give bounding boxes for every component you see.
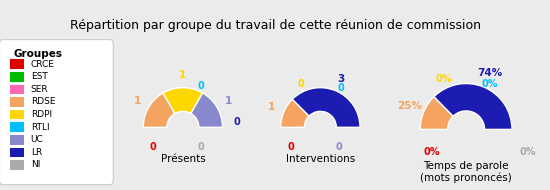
Text: 0%: 0% — [423, 147, 439, 157]
Wedge shape — [293, 88, 360, 127]
Text: NI: NI — [31, 160, 40, 169]
FancyBboxPatch shape — [10, 147, 24, 157]
FancyBboxPatch shape — [10, 110, 24, 119]
FancyBboxPatch shape — [10, 97, 24, 107]
Text: 0: 0 — [234, 117, 240, 127]
Text: Groupes: Groupes — [13, 49, 63, 59]
Text: RDPI: RDPI — [31, 110, 52, 119]
FancyBboxPatch shape — [10, 122, 24, 132]
Text: 0: 0 — [198, 142, 205, 152]
Text: Interventions: Interventions — [286, 154, 355, 164]
Wedge shape — [143, 93, 175, 127]
Text: LR: LR — [31, 148, 42, 157]
Text: 1: 1 — [179, 70, 186, 80]
Text: 0: 0 — [198, 81, 205, 91]
Text: 0: 0 — [336, 142, 342, 152]
Text: EST: EST — [31, 72, 47, 81]
Wedge shape — [163, 88, 203, 113]
Wedge shape — [434, 84, 512, 129]
Text: Répartition par groupe du travail de cette réunion de commission: Répartition par groupe du travail de cet… — [69, 19, 481, 32]
Text: 1: 1 — [268, 102, 276, 112]
Text: 0%: 0% — [436, 74, 452, 84]
FancyBboxPatch shape — [10, 85, 24, 94]
Text: SER: SER — [31, 85, 48, 94]
Wedge shape — [420, 97, 453, 129]
FancyBboxPatch shape — [10, 72, 24, 82]
Text: 74%: 74% — [477, 68, 502, 78]
Text: UC: UC — [31, 135, 43, 144]
Text: Temps de parole
(mots prononcés): Temps de parole (mots prononcés) — [420, 161, 512, 183]
Text: 1: 1 — [134, 96, 141, 106]
FancyBboxPatch shape — [10, 135, 24, 145]
Wedge shape — [280, 99, 309, 127]
Text: 0: 0 — [298, 79, 304, 89]
Text: 0: 0 — [287, 142, 294, 152]
Text: 0: 0 — [150, 142, 156, 152]
Text: 0: 0 — [337, 83, 344, 93]
Text: Présents: Présents — [161, 154, 205, 164]
Text: 25%: 25% — [398, 101, 422, 111]
Text: 3: 3 — [337, 74, 344, 84]
Wedge shape — [191, 93, 223, 127]
Text: CRCE: CRCE — [31, 60, 54, 69]
Text: 0%: 0% — [519, 147, 536, 157]
FancyBboxPatch shape — [10, 160, 24, 170]
Text: 1: 1 — [225, 96, 232, 106]
Text: RDSE: RDSE — [31, 97, 55, 106]
FancyBboxPatch shape — [10, 59, 24, 69]
FancyBboxPatch shape — [0, 40, 113, 185]
Text: RTLI: RTLI — [31, 123, 50, 132]
Text: 0%: 0% — [481, 78, 498, 89]
